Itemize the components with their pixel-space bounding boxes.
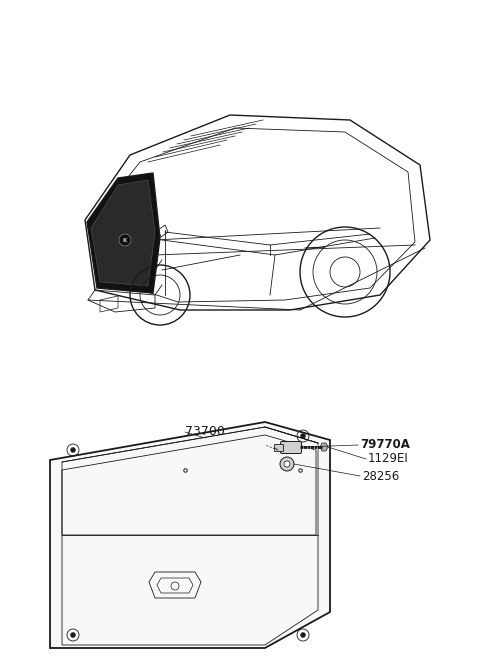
FancyBboxPatch shape xyxy=(280,441,301,453)
Circle shape xyxy=(284,461,290,467)
Circle shape xyxy=(280,457,294,471)
Circle shape xyxy=(300,434,305,438)
Text: K: K xyxy=(123,237,127,243)
Circle shape xyxy=(71,632,75,638)
FancyBboxPatch shape xyxy=(275,445,284,451)
Text: 28256: 28256 xyxy=(362,470,399,483)
Circle shape xyxy=(71,447,75,453)
Circle shape xyxy=(119,234,131,246)
Polygon shape xyxy=(87,173,160,293)
Text: 73700: 73700 xyxy=(185,425,225,438)
Circle shape xyxy=(300,632,305,638)
Text: 79770A: 79770A xyxy=(360,438,410,451)
Polygon shape xyxy=(320,443,328,451)
Text: 1129EI: 1129EI xyxy=(368,453,409,466)
Polygon shape xyxy=(91,180,155,286)
Polygon shape xyxy=(50,422,330,648)
